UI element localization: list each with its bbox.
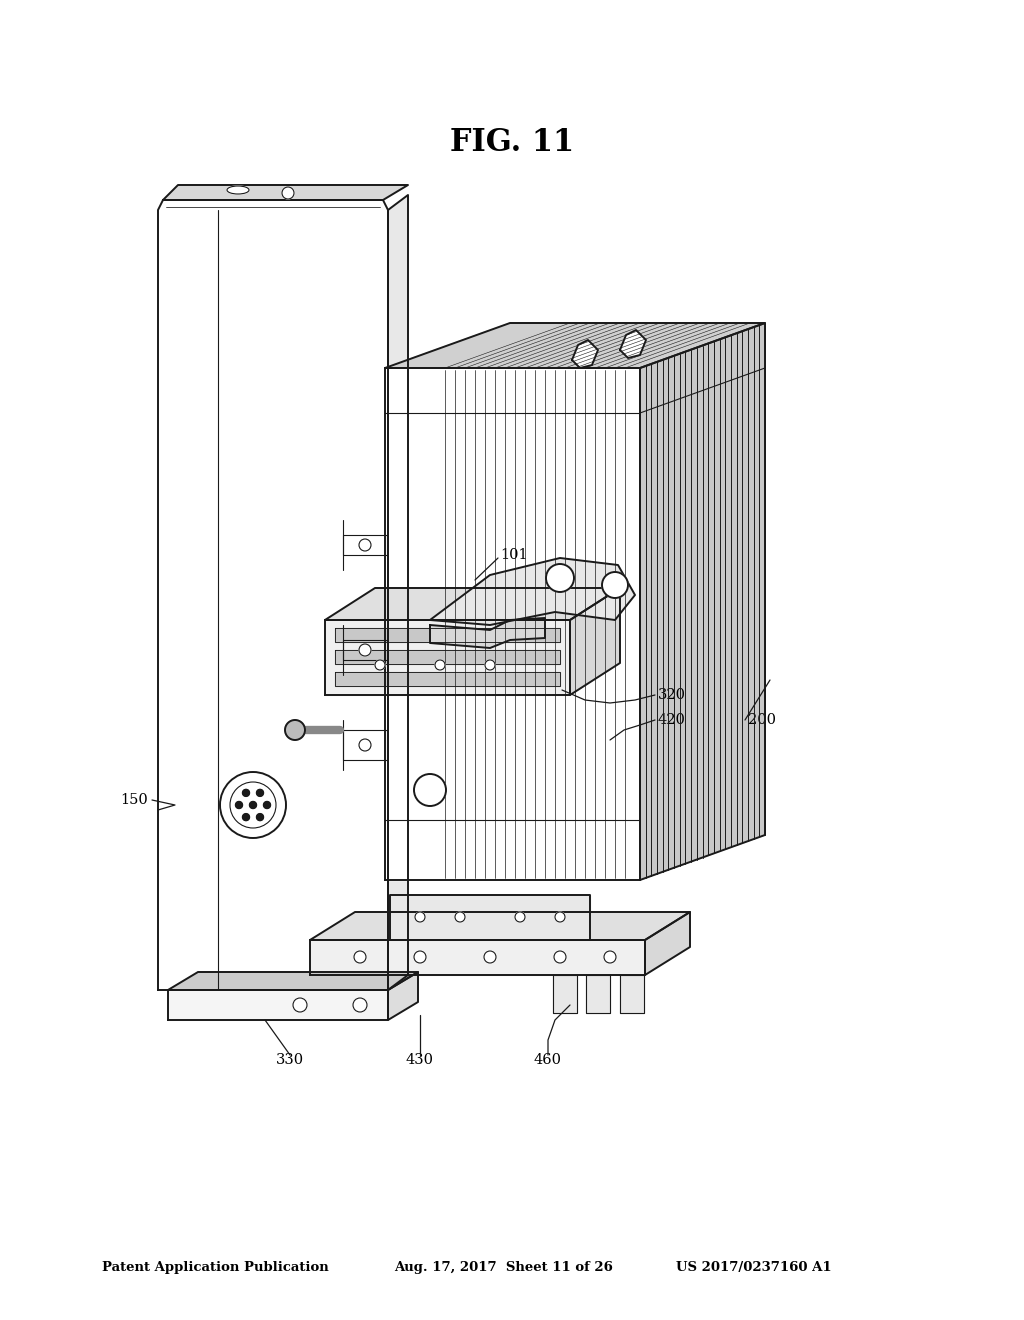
Polygon shape <box>158 201 388 990</box>
Polygon shape <box>335 649 560 664</box>
Circle shape <box>359 644 371 656</box>
Polygon shape <box>343 730 387 760</box>
Text: 101: 101 <box>500 548 527 562</box>
Polygon shape <box>553 975 577 1012</box>
Polygon shape <box>586 975 610 1012</box>
Polygon shape <box>325 620 570 696</box>
Polygon shape <box>390 895 590 940</box>
Circle shape <box>353 998 367 1012</box>
Circle shape <box>546 564 574 591</box>
Polygon shape <box>570 587 620 696</box>
Text: FIG. 11: FIG. 11 <box>450 127 574 158</box>
Polygon shape <box>343 640 387 660</box>
Circle shape <box>256 789 263 796</box>
Circle shape <box>555 912 565 921</box>
Circle shape <box>554 950 566 964</box>
Text: 430: 430 <box>406 1053 434 1067</box>
Circle shape <box>285 719 305 741</box>
Circle shape <box>220 772 286 838</box>
Text: 420: 420 <box>658 713 686 727</box>
Circle shape <box>282 187 294 199</box>
Text: US 2017/0237160 A1: US 2017/0237160 A1 <box>676 1261 831 1274</box>
Polygon shape <box>163 185 408 201</box>
Circle shape <box>414 950 426 964</box>
Polygon shape <box>168 990 388 1020</box>
Circle shape <box>414 774 446 807</box>
Polygon shape <box>343 535 387 554</box>
Polygon shape <box>310 940 645 975</box>
Polygon shape <box>572 341 598 368</box>
Text: Patent Application Publication: Patent Application Publication <box>102 1261 329 1274</box>
Polygon shape <box>620 330 646 358</box>
Circle shape <box>256 813 263 821</box>
Text: 150: 150 <box>120 793 148 807</box>
Circle shape <box>515 912 525 921</box>
Circle shape <box>243 813 250 821</box>
Polygon shape <box>430 618 545 648</box>
Circle shape <box>485 660 495 671</box>
Text: 330: 330 <box>275 1053 304 1067</box>
Polygon shape <box>620 975 644 1012</box>
Circle shape <box>293 998 307 1012</box>
Circle shape <box>435 660 445 671</box>
Polygon shape <box>325 587 620 620</box>
Polygon shape <box>388 972 418 1020</box>
Circle shape <box>263 801 270 808</box>
Polygon shape <box>385 368 640 880</box>
Circle shape <box>415 912 425 921</box>
Ellipse shape <box>227 186 249 194</box>
Circle shape <box>484 950 496 964</box>
Polygon shape <box>168 972 418 990</box>
Polygon shape <box>335 628 560 642</box>
Circle shape <box>602 572 628 598</box>
Circle shape <box>604 950 616 964</box>
Polygon shape <box>310 912 690 940</box>
Circle shape <box>236 801 243 808</box>
Circle shape <box>230 781 276 828</box>
Polygon shape <box>430 558 635 624</box>
Circle shape <box>243 789 250 796</box>
Text: 200: 200 <box>748 713 776 727</box>
Text: Aug. 17, 2017  Sheet 11 of 26: Aug. 17, 2017 Sheet 11 of 26 <box>394 1261 613 1274</box>
Circle shape <box>354 950 366 964</box>
Polygon shape <box>335 672 560 686</box>
Polygon shape <box>640 323 765 880</box>
Polygon shape <box>385 323 765 368</box>
Polygon shape <box>388 195 408 990</box>
Circle shape <box>359 539 371 550</box>
Circle shape <box>359 739 371 751</box>
Circle shape <box>375 660 385 671</box>
Polygon shape <box>645 912 690 975</box>
Circle shape <box>250 801 256 808</box>
Circle shape <box>455 912 465 921</box>
Text: 460: 460 <box>534 1053 562 1067</box>
Text: 320: 320 <box>658 688 686 702</box>
